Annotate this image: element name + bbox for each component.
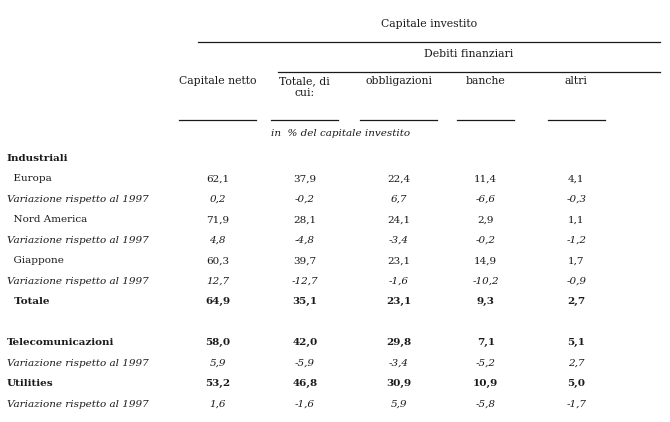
Text: obbligazioni: obbligazioni bbox=[365, 76, 432, 86]
Text: -1,6: -1,6 bbox=[295, 400, 315, 408]
Text: Variazione rispetto al 1997: Variazione rispetto al 1997 bbox=[7, 195, 149, 204]
Text: 5,9: 5,9 bbox=[210, 359, 226, 368]
Text: -3,4: -3,4 bbox=[389, 359, 409, 368]
Text: 46,8: 46,8 bbox=[292, 379, 318, 388]
Text: -12,7: -12,7 bbox=[291, 277, 318, 286]
Text: Totale, di
cui:: Totale, di cui: bbox=[279, 76, 330, 97]
Text: in  % del capitale investito: in % del capitale investito bbox=[271, 129, 411, 138]
Text: 9,3: 9,3 bbox=[477, 297, 494, 306]
Text: 12,7: 12,7 bbox=[206, 277, 229, 286]
Text: 5,1: 5,1 bbox=[567, 338, 585, 347]
Text: 1,1: 1,1 bbox=[568, 215, 584, 225]
Text: -4,8: -4,8 bbox=[295, 236, 315, 245]
Text: Industriali: Industriali bbox=[7, 154, 68, 163]
Text: -5,2: -5,2 bbox=[476, 359, 496, 368]
Text: Debiti finanziari: Debiti finanziari bbox=[424, 49, 514, 59]
Text: -5,8: -5,8 bbox=[476, 400, 496, 408]
Text: -1,2: -1,2 bbox=[566, 236, 586, 245]
Text: 64,9: 64,9 bbox=[205, 297, 230, 306]
Text: -1,7: -1,7 bbox=[566, 400, 586, 408]
Text: -3,4: -3,4 bbox=[389, 236, 409, 245]
Text: -0,2: -0,2 bbox=[476, 236, 496, 245]
Text: Totale: Totale bbox=[7, 297, 49, 306]
Text: 5,0: 5,0 bbox=[567, 379, 585, 388]
Text: 30,9: 30,9 bbox=[386, 379, 411, 388]
Text: Telecomunicazioni: Telecomunicazioni bbox=[7, 338, 114, 347]
Text: 42,0: 42,0 bbox=[292, 338, 318, 347]
Text: -6,6: -6,6 bbox=[476, 195, 496, 204]
Text: 29,8: 29,8 bbox=[386, 338, 411, 347]
Text: 1,6: 1,6 bbox=[210, 400, 226, 408]
Text: 60,3: 60,3 bbox=[206, 256, 229, 265]
Text: Capitale netto: Capitale netto bbox=[179, 76, 257, 86]
Text: 2,7: 2,7 bbox=[567, 297, 586, 306]
Text: 11,4: 11,4 bbox=[474, 174, 497, 184]
Text: 1,7: 1,7 bbox=[568, 256, 584, 265]
Text: -0,2: -0,2 bbox=[295, 195, 315, 204]
Text: 7,1: 7,1 bbox=[476, 338, 495, 347]
Text: -0,9: -0,9 bbox=[566, 277, 586, 286]
Text: Variazione rispetto al 1997: Variazione rispetto al 1997 bbox=[7, 400, 149, 408]
Text: Europa: Europa bbox=[7, 174, 52, 184]
Text: 24,1: 24,1 bbox=[387, 215, 410, 225]
Text: -0,3: -0,3 bbox=[566, 195, 586, 204]
Text: 14,9: 14,9 bbox=[474, 256, 497, 265]
Text: -1,6: -1,6 bbox=[389, 277, 409, 286]
Text: 22,4: 22,4 bbox=[387, 174, 410, 184]
Text: 23,1: 23,1 bbox=[386, 297, 411, 306]
Text: 5,9: 5,9 bbox=[391, 400, 407, 408]
Text: 71,9: 71,9 bbox=[206, 215, 229, 225]
Text: 4,8: 4,8 bbox=[210, 236, 226, 245]
Text: Capitale investito: Capitale investito bbox=[381, 19, 477, 29]
Text: 6,7: 6,7 bbox=[391, 195, 407, 204]
Text: 37,9: 37,9 bbox=[293, 174, 316, 184]
Text: 4,1: 4,1 bbox=[568, 174, 584, 184]
Text: 2,7: 2,7 bbox=[568, 359, 584, 368]
Text: -10,2: -10,2 bbox=[472, 277, 499, 286]
Text: 2,9: 2,9 bbox=[478, 215, 494, 225]
Text: Utilities: Utilities bbox=[7, 379, 54, 388]
Text: 39,7: 39,7 bbox=[293, 256, 316, 265]
Text: banche: banche bbox=[466, 76, 506, 86]
Text: 23,1: 23,1 bbox=[387, 256, 410, 265]
Text: Nord America: Nord America bbox=[7, 215, 87, 225]
Text: 53,2: 53,2 bbox=[205, 379, 230, 388]
Text: altri: altri bbox=[565, 76, 588, 86]
Text: Variazione rispetto al 1997: Variazione rispetto al 1997 bbox=[7, 277, 149, 286]
Text: -5,9: -5,9 bbox=[295, 359, 315, 368]
Text: 0,2: 0,2 bbox=[210, 195, 226, 204]
Text: 35,1: 35,1 bbox=[292, 297, 318, 306]
Text: 62,1: 62,1 bbox=[206, 174, 229, 184]
Text: Variazione rispetto al 1997: Variazione rispetto al 1997 bbox=[7, 236, 149, 245]
Text: Giappone: Giappone bbox=[7, 256, 64, 265]
Text: 58,0: 58,0 bbox=[205, 338, 230, 347]
Text: 28,1: 28,1 bbox=[293, 215, 316, 225]
Text: 10,9: 10,9 bbox=[473, 379, 498, 388]
Text: Variazione rispetto al 1997: Variazione rispetto al 1997 bbox=[7, 359, 149, 368]
